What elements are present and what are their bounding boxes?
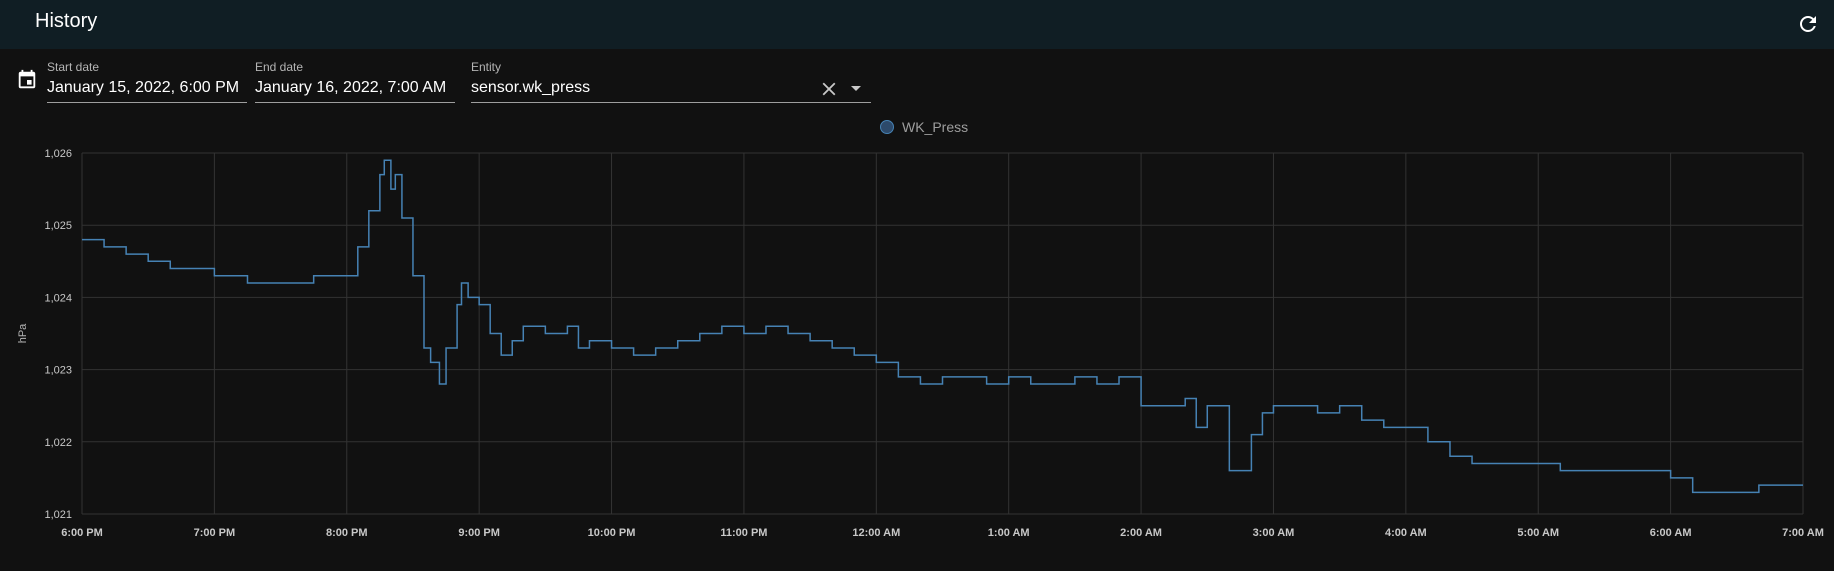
y-tick-label: 1,026 xyxy=(44,148,72,160)
history-chart: 1,021 1,022 1,023 1,024 1,025 1,026 6:00 PM 7:… xyxy=(17,148,1824,539)
close-icon[interactable] xyxy=(818,78,840,100)
calendar-icon[interactable] xyxy=(16,68,38,92)
y-tick-label: 1,021 xyxy=(44,509,72,521)
y-axis-label: hPa xyxy=(17,323,29,343)
y-tick-label: 1,024 xyxy=(44,292,72,304)
series-points xyxy=(81,160,1804,493)
entity-label: Entity xyxy=(471,60,502,74)
chart-grid xyxy=(81,152,1804,515)
x-tick-label: 2:00 AM xyxy=(1120,527,1162,539)
end-date-label: End date xyxy=(255,60,304,74)
entity-field[interactable]: Entity sensor.wk_press xyxy=(471,60,871,103)
x-tick-label: 10:00 PM xyxy=(588,527,636,539)
x-tick-label: 7:00 AM xyxy=(1782,527,1824,539)
x-tick-label: 4:00 AM xyxy=(1385,527,1427,539)
y-tick-label: 1,022 xyxy=(44,437,72,449)
x-tick-label: 1:00 AM xyxy=(988,527,1030,539)
start-date-label: Start date xyxy=(47,60,100,74)
end-date-value[interactable]: January 16, 2022, 7:00 AM xyxy=(255,79,447,96)
x-tick-label: 11:00 PM xyxy=(720,527,767,539)
entity-value[interactable]: sensor.wk_press xyxy=(471,79,591,96)
x-tick-label: 6:00 PM xyxy=(61,527,103,539)
y-tick-label: 1,025 xyxy=(44,220,72,232)
y-tick-label: 1,023 xyxy=(44,365,72,377)
page-title: History xyxy=(35,10,98,32)
x-tick-label: 8:00 PM xyxy=(326,527,368,539)
x-tick-label: 5:00 AM xyxy=(1517,527,1559,539)
refresh-icon[interactable] xyxy=(1796,12,1820,36)
start-date-field[interactable]: Start date January 15, 2022, 6:00 PM xyxy=(47,60,247,103)
legend-swatch xyxy=(880,120,894,134)
start-date-value[interactable]: January 15, 2022, 6:00 PM xyxy=(47,79,240,96)
top-app-bar: History xyxy=(0,0,1834,49)
x-tick-label: 9:00 PM xyxy=(458,527,500,539)
x-tick-label: 12:00 AM xyxy=(852,527,900,539)
chart-legend[interactable]: WK_Press xyxy=(880,119,968,135)
x-tick-label: 6:00 AM xyxy=(1650,527,1692,539)
end-date-field[interactable]: End date January 16, 2022, 7:00 AM xyxy=(255,60,455,103)
legend-label: WK_Press xyxy=(902,119,969,135)
x-tick-label: 7:00 PM xyxy=(194,527,236,539)
x-tick-label: 3:00 AM xyxy=(1253,527,1295,539)
caret-down-icon[interactable] xyxy=(849,82,863,96)
series-line-wk-press xyxy=(82,159,1803,494)
y-axis-ticks: 1,021 1,022 1,023 1,024 1,025 1,026 xyxy=(44,148,72,521)
x-axis-ticks: 6:00 PM 7:00 PM 8:00 PM 9:00 PM 10:00 PM 11:0… xyxy=(61,527,1824,539)
